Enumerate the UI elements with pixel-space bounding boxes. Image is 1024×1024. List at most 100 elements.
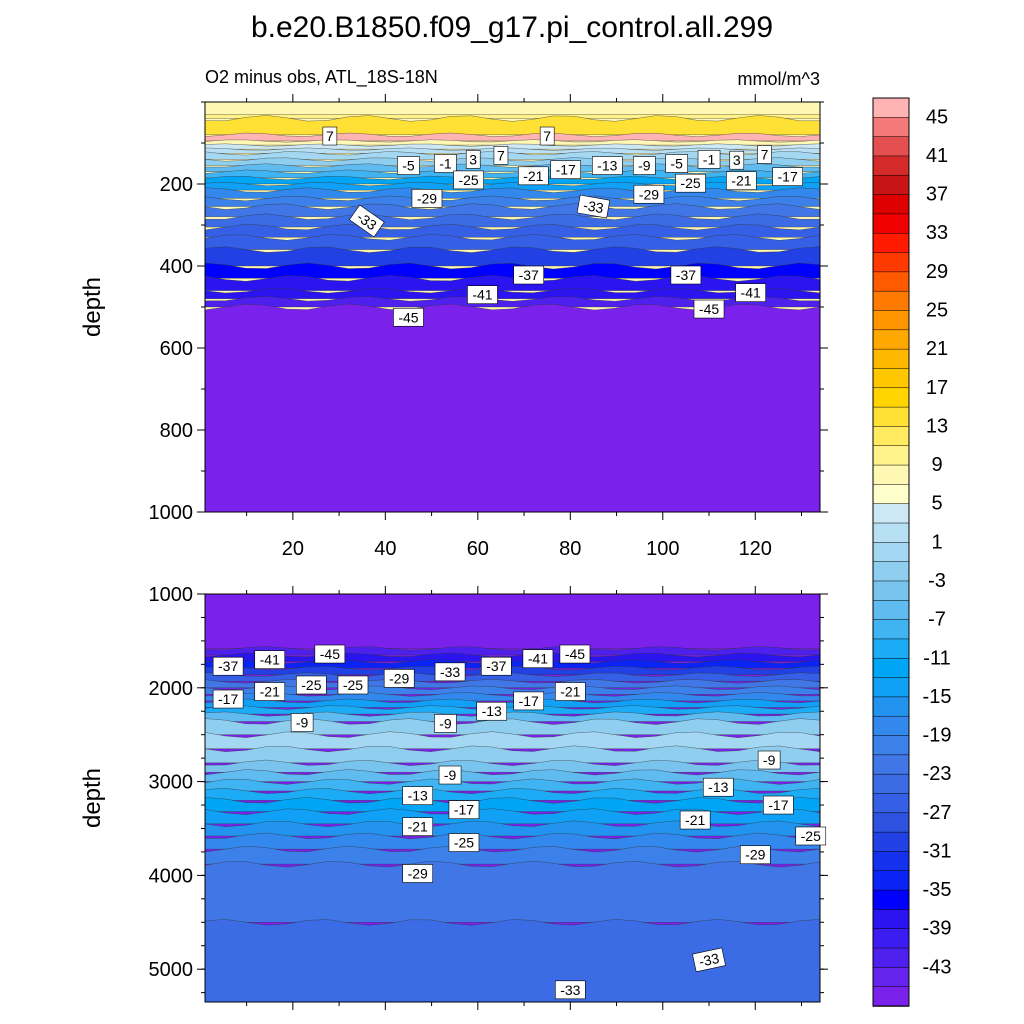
- colorbar-swatch: [872, 928, 910, 949]
- contour-label: 7: [539, 126, 555, 146]
- x-tick-label: 60: [467, 538, 489, 560]
- contour-label: -25: [448, 833, 480, 852]
- contour-label-box: [296, 675, 327, 695]
- contour-label: 7: [493, 146, 509, 165]
- contour-band: [204, 745, 821, 764]
- contour-label: -9: [434, 714, 457, 733]
- contour-label-text: -45: [565, 646, 585, 662]
- contour-label: -29: [402, 864, 434, 883]
- contour-label-box: [438, 765, 462, 785]
- contour-label-box: [739, 845, 771, 865]
- colorbar-tick-label: -35: [923, 879, 952, 901]
- lower-contour-panel: 1000 2000 3000 4000 5000 depth -37 -41 -45 -17 -21…: [79, 584, 828, 1010]
- colorbar-tick-label: -11: [923, 647, 950, 669]
- contour-band: [204, 246, 821, 267]
- contour-label-box: [539, 126, 555, 146]
- contour-label-text: -17: [768, 797, 788, 813]
- contour-label-text: -13: [597, 158, 617, 174]
- contour-label-text: -29: [408, 866, 428, 882]
- y-tick-label: 600: [160, 338, 193, 360]
- contour-label-text: -25: [458, 172, 478, 188]
- y-tick-label: 2000: [149, 678, 194, 700]
- contour-label-text: -17: [556, 162, 576, 178]
- x-tick-label: 80: [559, 538, 581, 560]
- contour-label-box: [576, 194, 611, 219]
- contour-label-text: -9: [763, 752, 776, 768]
- contour-band: [204, 114, 821, 119]
- contour-label: -1: [434, 154, 457, 173]
- contour-label-box: [550, 160, 581, 179]
- colorbar-tick-label: -19: [923, 725, 952, 747]
- contour-label-text: -45: [699, 301, 719, 317]
- contour-label-text: -9: [439, 715, 452, 731]
- contour-label: -25: [337, 675, 369, 695]
- contour-label-box: [434, 662, 466, 682]
- contour-label-box: [212, 689, 244, 709]
- contour-label-text: -29: [417, 190, 437, 206]
- colorbar-tick-label: -39: [923, 918, 952, 940]
- colorbar-frame: [872, 97, 910, 1007]
- y-tick-label: 3000: [149, 772, 194, 794]
- colorbar-swatch: [872, 194, 910, 215]
- contour-label: -29: [383, 669, 415, 688]
- contour-label-text: -25: [301, 677, 321, 693]
- colorbar-tick-label: 29: [926, 261, 948, 283]
- contour-label: -45: [314, 644, 346, 664]
- colorbar-swatch: [872, 658, 910, 679]
- chart-subtitle: O2 minus obs, ATL_18S-18N: [205, 67, 438, 88]
- contour-label-text: -21: [560, 684, 580, 700]
- contour-band: [204, 787, 821, 801]
- contour-label-text: -5: [670, 156, 683, 172]
- contour-label-box: [448, 833, 480, 852]
- contour-label-text: -45: [398, 309, 418, 325]
- y-tick-label: 5000: [149, 959, 194, 981]
- contour-label: -21: [254, 682, 286, 701]
- colorbar-tick-label: 25: [926, 300, 948, 322]
- x-tick-label: 40: [374, 538, 396, 560]
- contour-band: [204, 919, 821, 1003]
- contour-label-text: -1: [703, 151, 716, 167]
- colorbar-tick-label: 13: [926, 415, 948, 437]
- contour-label-box: [402, 786, 434, 805]
- colorbar-swatch: [872, 677, 910, 698]
- contour-label: -29: [411, 189, 443, 208]
- contour-label-box: [632, 156, 656, 175]
- contour-label-text: -21: [685, 812, 705, 828]
- contour-label-text: -17: [778, 169, 798, 185]
- contour-label: -33: [576, 194, 611, 219]
- y-tick-label: 1000: [149, 502, 194, 524]
- contour-label-text: 7: [761, 146, 769, 162]
- contour-label-text: -1: [439, 156, 452, 172]
- contour-label-box: [481, 656, 512, 676]
- y-tick-label: 4000: [149, 865, 194, 887]
- colorbar-swatch: [872, 715, 910, 737]
- contour-label-box: [679, 810, 711, 830]
- contour-label-text: -13: [408, 788, 428, 804]
- contour-label-text: -13: [708, 779, 728, 795]
- colorbar-swatch: [872, 967, 910, 988]
- contour-band: [204, 860, 821, 923]
- contour-label-box: [702, 777, 734, 797]
- contour-band: [204, 778, 821, 792]
- contour-label-text: -17: [454, 802, 474, 818]
- contour-label: -9: [438, 765, 462, 785]
- contour-label-box: [322, 126, 338, 146]
- contour-label: -45: [393, 307, 424, 327]
- y-tick-label: 800: [160, 420, 193, 442]
- colorbar-tick-label: -43: [923, 956, 952, 978]
- colorbar-swatch: [872, 271, 910, 292]
- colorbar-swatch: [872, 406, 910, 428]
- contour-label: -41: [522, 649, 554, 669]
- contour-label: -25: [675, 173, 706, 193]
- contour-label-box: [697, 150, 721, 169]
- contour-label-text: -37: [676, 267, 696, 283]
- colorbar-tick-label: -7: [928, 609, 946, 631]
- contour-label: -9: [290, 713, 314, 732]
- colorbar-swatch: [872, 561, 910, 582]
- colorbar-swatch: [872, 522, 910, 544]
- contour-label-text: -25: [343, 677, 363, 693]
- y-axis-title: depth: [79, 768, 106, 828]
- colorbar-swatch: [872, 793, 910, 814]
- contour-label-box: [757, 145, 772, 164]
